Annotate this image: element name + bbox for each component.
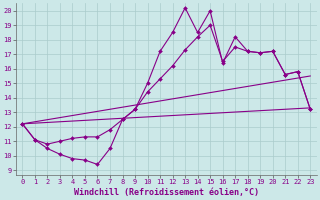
X-axis label: Windchill (Refroidissement éolien,°C): Windchill (Refroidissement éolien,°C) (74, 188, 259, 197)
